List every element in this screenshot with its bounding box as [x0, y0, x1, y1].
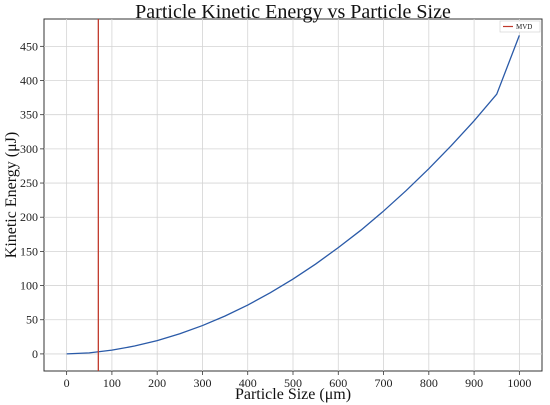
- y-tick-label: 50: [26, 313, 38, 327]
- grid: [44, 19, 542, 371]
- x-tick-label: 200: [148, 376, 166, 390]
- y-tick-label: 0: [32, 347, 38, 361]
- x-tick-label: 700: [375, 376, 393, 390]
- x-tick-label: 400: [239, 376, 257, 390]
- series-layer: [66, 35, 520, 355]
- legend: MVD: [499, 20, 541, 33]
- y-tick-label: 400: [20, 74, 38, 88]
- y-axis-title: Kinetic Energy (μJ): [3, 132, 20, 258]
- x-tick-label: 800: [420, 376, 438, 390]
- x-tick-label: 0: [64, 376, 70, 390]
- x-axis-ticks: 0 100 200 300 400 500 600 700 800 900 1000: [64, 371, 531, 390]
- x-tick-label: 1000: [507, 376, 531, 390]
- y-tick-label: 450: [20, 39, 38, 53]
- x-tick-label: 300: [193, 376, 211, 390]
- series-line: [66, 35, 520, 355]
- x-tick-label: 600: [329, 376, 347, 390]
- legend-label-mvd: MVD: [516, 23, 532, 31]
- chart-title: Particle Kinetic Energy vs Particle Size: [135, 1, 451, 23]
- y-tick-label: 250: [20, 176, 38, 190]
- y-axis-ticks: 0 50 100 150 200 250 300 350 400 450: [20, 39, 44, 361]
- y-tick-label: 200: [20, 210, 38, 224]
- y-tick-label: 350: [20, 108, 38, 122]
- x-tick-label: 900: [465, 376, 483, 390]
- legend-box: [499, 20, 541, 33]
- y-tick-label: 300: [20, 142, 38, 156]
- x-tick-label: 100: [103, 376, 121, 390]
- x-tick-label: 500: [284, 376, 302, 390]
- y-tick-label: 100: [20, 279, 38, 293]
- y-tick-label: 150: [20, 244, 38, 258]
- x-axis-title: Particle Size (μm): [235, 386, 351, 403]
